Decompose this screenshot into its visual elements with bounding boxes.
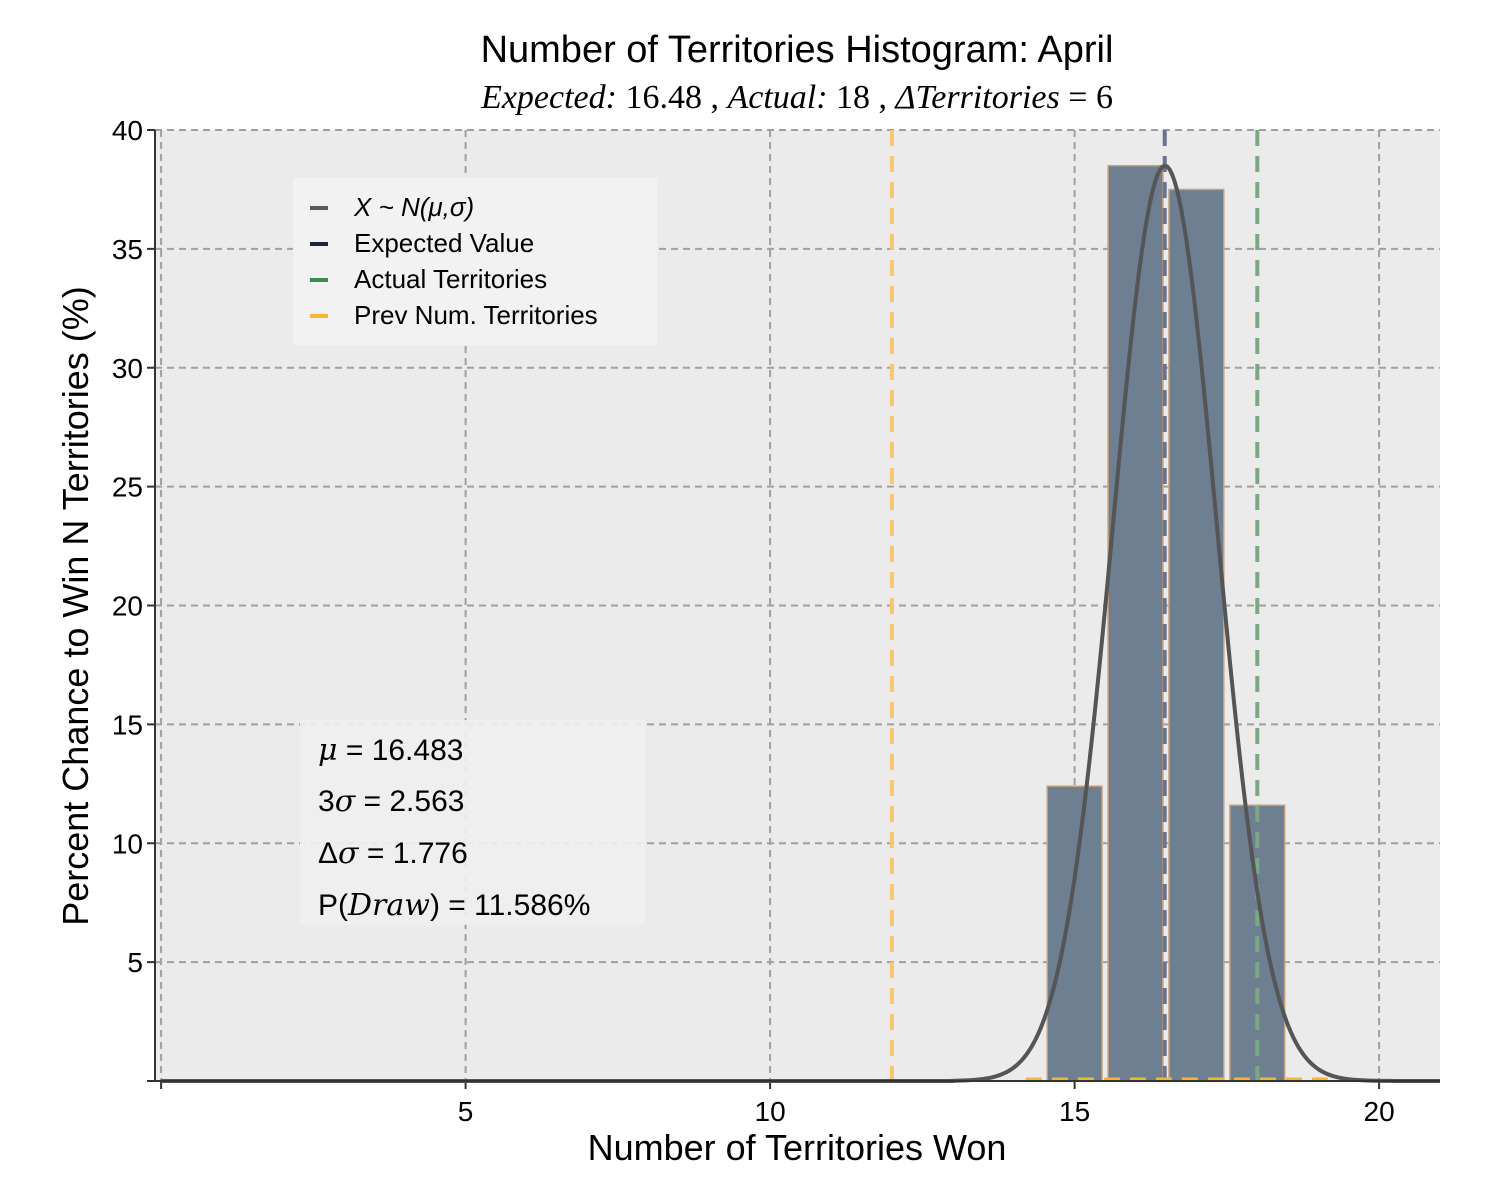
reference-lines [889, 130, 1331, 1081]
y-axis-label: Percent Chance to Win N Territories (%) [55, 286, 96, 926]
legend-label-expected: Expected Value [354, 228, 534, 258]
chart-title: Number of Territories Histogram: April [481, 29, 1114, 71]
subtitle-expected-value: 16.48 [625, 79, 702, 116]
legend: X ~ N(μ,σ) Expected Value Actual Territo… [293, 178, 657, 345]
y-tick-label: 30 [112, 353, 143, 384]
axes [154, 130, 1440, 1082]
subtitle-delta-value: 6 [1096, 79, 1113, 116]
stats-annotation: μ = 16.483 3σ = 2.563 Δσ = 1.776 P(Draw)… [300, 720, 645, 925]
y-tick-label: 40 [112, 115, 143, 146]
y-tick-label: 10 [112, 828, 143, 859]
y-tick-label: 25 [112, 472, 143, 503]
y-tick-label: 35 [112, 234, 143, 265]
legend-label-normal: X ~ N(μ,σ) [353, 192, 474, 222]
stat-p-draw: P(Draw) = 11.586% [318, 888, 590, 923]
x-tick-label: 5 [458, 1096, 474, 1127]
subtitle-delta-label: ΔTerritories [894, 79, 1060, 116]
bar-series [1046, 164, 1286, 1082]
x-tick-label: 20 [1364, 1096, 1395, 1127]
x-tick-label: 15 [1059, 1096, 1090, 1127]
legend-label-actual: Actual Territories [354, 264, 547, 294]
x-tick-label: 10 [755, 1096, 786, 1127]
stat-mu: μ = 16.483 [318, 733, 463, 768]
legend-label-previous: Prev Num. Territories [354, 300, 598, 330]
y-tick-label: 20 [112, 591, 143, 622]
subtitle-actual-label: Actual: [725, 79, 827, 116]
histogram-bar [1168, 188, 1225, 1082]
y-tick-label: 15 [112, 709, 143, 740]
x-axis-label: Number of Territories Won [588, 1127, 1007, 1168]
axis-ticks: 5 10 15 20 5 10 15 20 25 30 35 40 [112, 115, 1395, 1127]
histogram-bar [1046, 785, 1103, 1082]
stat-three-sigma: 3σ = 2.563 [318, 784, 464, 819]
subtitle-actual-value: 18 [836, 79, 870, 116]
legend-box [293, 178, 657, 345]
subtitle-expected-label: Expected: [480, 79, 617, 116]
stats-box [300, 720, 645, 925]
chart-subtitle: Expected: 16.48 , Actual: 18 , ΔTerritor… [480, 79, 1113, 116]
stat-delta-sigma: Δσ = 1.776 [318, 836, 468, 871]
y-tick-label: 5 [127, 947, 143, 978]
